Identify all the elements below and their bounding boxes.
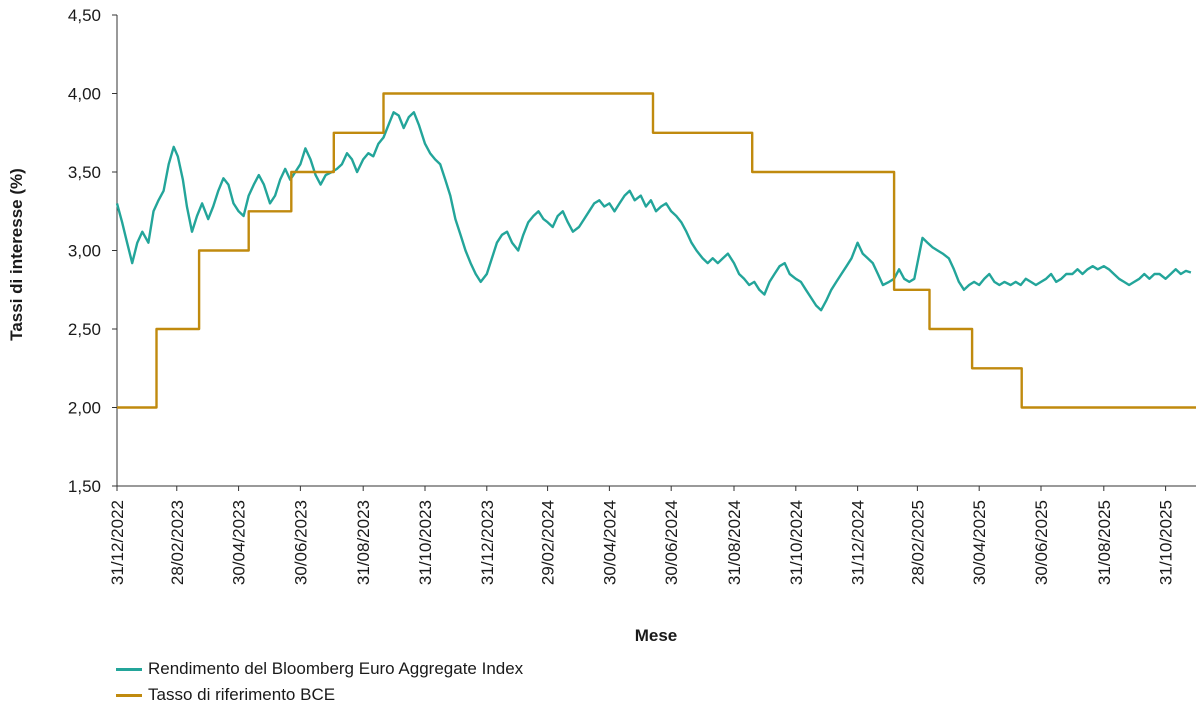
x-tick-label: 31/12/2024	[849, 500, 868, 585]
x-tick-label: 31/10/2025	[1157, 500, 1176, 585]
x-axis-ticks: 31/12/2022 28/02/2023 30/04/2023 30/06/2023…	[108, 486, 1176, 585]
x-tick-label: 28/02/2025	[908, 500, 927, 585]
legend: Rendimento del Bloomberg Euro Aggregate …	[116, 656, 523, 708]
x-tick-label: 30/04/2024	[600, 500, 619, 585]
legend-label-yield: Rendimento del Bloomberg Euro Aggregate …	[148, 659, 524, 678]
legend-swatch-yield	[116, 667, 142, 671]
x-tick-label: 30/04/2025	[970, 500, 989, 585]
x-axis-title: Mese	[635, 626, 678, 645]
y-tick-label: 1,50	[68, 477, 101, 496]
series-line-ecb	[117, 92, 1196, 409]
x-tick-label: 31/12/2023	[478, 500, 497, 585]
y-tick-label: 2,50	[68, 320, 101, 339]
x-tick-label: 31/08/2023	[354, 500, 373, 585]
y-tick-label: 3,00	[68, 242, 101, 261]
x-tick-label: 30/06/2024	[662, 500, 681, 585]
y-tick-label: 3,50	[68, 163, 101, 182]
x-tick-label: 31/08/2024	[725, 500, 744, 585]
series-layer	[115, 92, 1196, 409]
y-axis-title: Tassi di interesse (%)	[7, 168, 26, 341]
x-tick-label: 29/02/2024	[539, 500, 558, 585]
y-axis-ticks: 1,50 2,00 2,50 3,00 3,50 4,00 4,50	[68, 6, 117, 496]
x-tick-label: 31/10/2024	[787, 500, 806, 585]
series-line-yield	[115, 111, 1192, 312]
legend-item-ecb: Tasso di riferimento BCE	[116, 682, 523, 708]
x-tick-label: 31/10/2023	[416, 500, 435, 585]
legend-swatch-ecb	[116, 693, 142, 697]
x-tick-label: 30/06/2023	[291, 500, 310, 585]
x-tick-label: 31/08/2025	[1095, 500, 1114, 585]
x-tick-label: 31/12/2022	[108, 500, 127, 585]
y-tick-label: 4,00	[68, 85, 101, 104]
legend-label-ecb: Tasso di riferimento BCE	[148, 685, 336, 704]
y-tick-label: 4,50	[68, 6, 101, 25]
x-tick-label: 28/02/2023	[168, 500, 187, 585]
legend-item-yield: Rendimento del Bloomberg Euro Aggregate …	[116, 656, 523, 682]
y-tick-label: 2,00	[68, 399, 101, 418]
x-tick-label: 30/06/2025	[1032, 500, 1051, 585]
x-tick-label: 30/04/2023	[230, 500, 249, 585]
